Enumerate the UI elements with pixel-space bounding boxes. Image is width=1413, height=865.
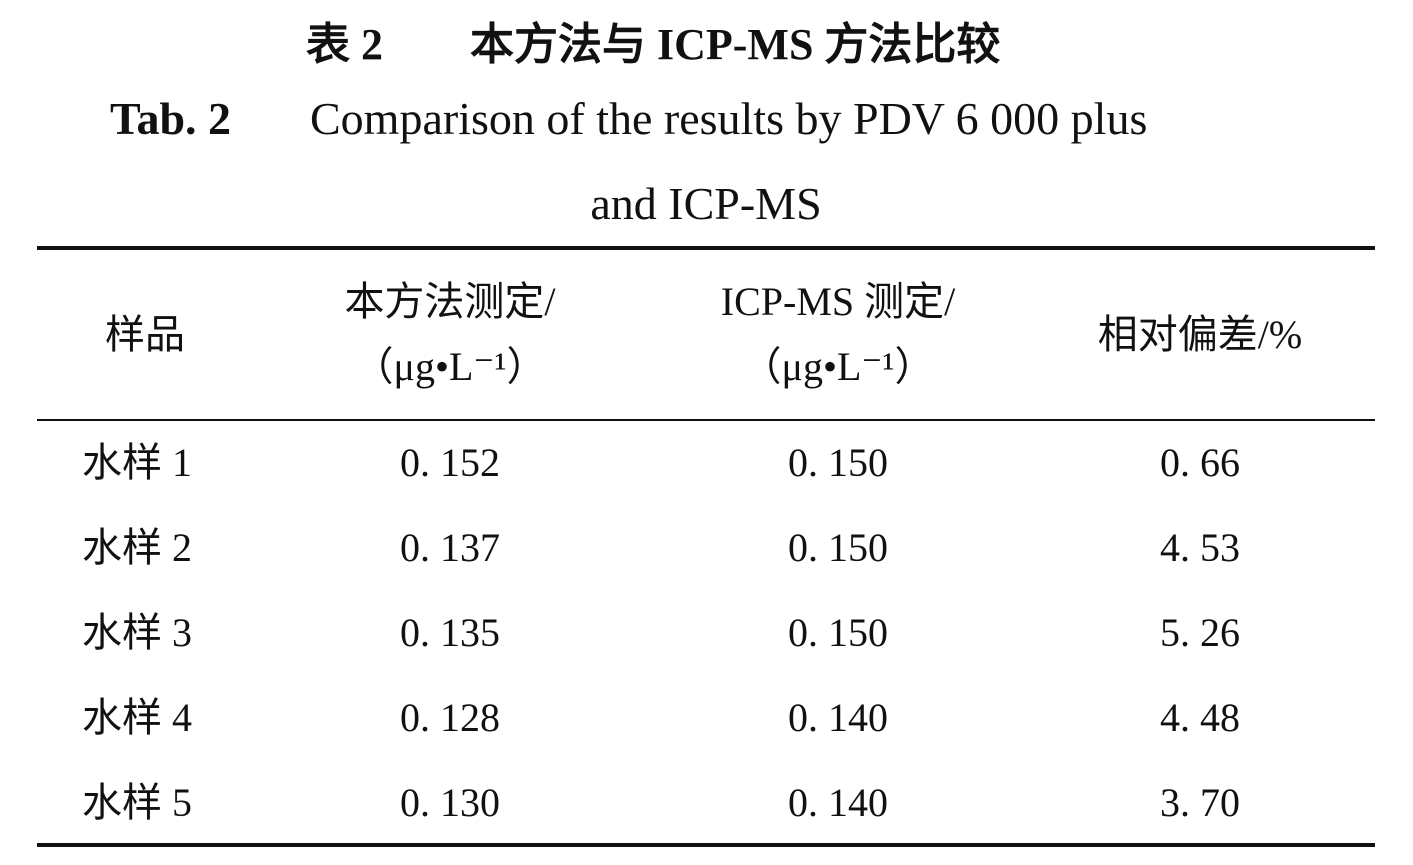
table-cell: 5. 26 xyxy=(1160,610,1240,655)
header-cell: 相对偏差/% xyxy=(1097,312,1303,357)
row-label: 水样 3 xyxy=(82,610,192,655)
table-cell: 0. 128 xyxy=(400,695,500,740)
table-cell: 0. 66 xyxy=(1160,440,1240,485)
caption-en-line: and ICP-MS xyxy=(590,178,822,229)
header-rule xyxy=(37,419,1375,421)
header-cell: （μg•L⁻¹） xyxy=(353,344,547,389)
table-cell: 3. 70 xyxy=(1160,780,1240,825)
table-cell: 0. 135 xyxy=(400,610,500,655)
table-cell: 0. 150 xyxy=(788,610,888,655)
table-cell: 0. 150 xyxy=(788,440,888,485)
header-cell: 本方法测定/ xyxy=(344,279,556,324)
row-label: 水样 1 xyxy=(82,440,192,485)
table-cell: 0. 152 xyxy=(400,440,500,485)
row-label: 水样 2 xyxy=(82,525,192,570)
top-rule xyxy=(37,246,1375,250)
header-cell: 样品 xyxy=(105,312,185,357)
caption-en-line: Comparison of the results by PDV 6 000 p… xyxy=(310,93,1148,144)
header-cell: ICP-MS 测定/ xyxy=(720,279,956,324)
caption-cn-label: 表 2 xyxy=(306,20,383,69)
table-cell: 0. 130 xyxy=(400,780,500,825)
table-cell: 4. 53 xyxy=(1160,525,1240,570)
bottom-rule xyxy=(37,843,1375,847)
caption-en-label: Tab. 2 xyxy=(110,93,232,144)
caption-cn-title: 本方法与 ICP-MS 方法比较 xyxy=(470,20,1001,69)
table-cell: 0. 137 xyxy=(400,525,500,570)
table-cell: 0. 140 xyxy=(788,780,888,825)
row-label: 水样 5 xyxy=(82,780,192,825)
table-cell: 0. 140 xyxy=(788,695,888,740)
table-cell: 0. 150 xyxy=(788,525,888,570)
row-label: 水样 4 xyxy=(82,695,192,740)
table-cell: 4. 48 xyxy=(1160,695,1240,740)
header-cell: （μg•L⁻¹） xyxy=(741,344,935,389)
